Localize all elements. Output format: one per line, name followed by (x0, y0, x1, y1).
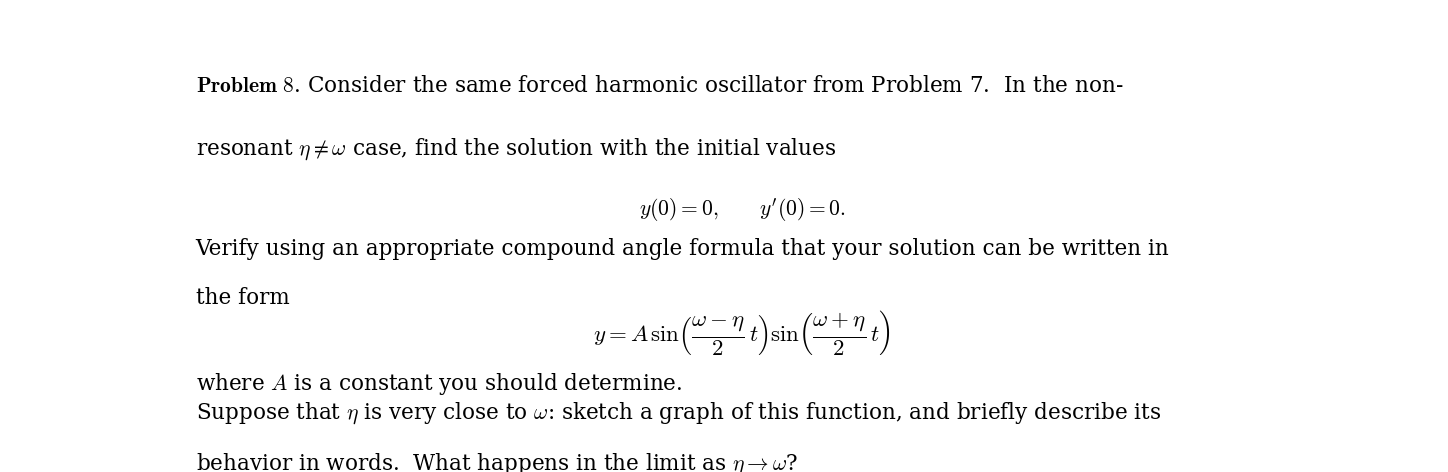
Text: resonant $\eta \neq \omega$ case, find the solution with the initial values: resonant $\eta \neq \omega$ case, find t… (195, 136, 835, 162)
Text: Verify using an appropriate compound angle formula that your solution can be wri: Verify using an appropriate compound ang… (195, 238, 1170, 261)
Text: $\mathbf{Problem\ 8}$. Consider the same forced harmonic oscillator from Problem: $\mathbf{Problem\ 8}$. Consider the same… (195, 75, 1124, 97)
Text: behavior in words.  What happens in the limit as $\eta \rightarrow \omega$?: behavior in words. What happens in the l… (195, 451, 798, 472)
Text: $y = A\,\sin\!\left(\dfrac{\omega - \eta}{2}\,t\right)\sin\!\left(\dfrac{\omega : $y = A\,\sin\!\left(\dfrac{\omega - \eta… (594, 309, 891, 358)
Text: $y(0) = 0, \qquad y'(0) = 0.$: $y(0) = 0, \qquad y'(0) = 0.$ (639, 196, 846, 224)
Text: Suppose that $\eta$ is very close to $\omega$: sketch a graph of this function, : Suppose that $\eta$ is very close to $\o… (195, 400, 1161, 426)
Text: the form: the form (195, 287, 290, 310)
Text: where $A$ is a constant you should determine.: where $A$ is a constant you should deter… (195, 371, 682, 397)
